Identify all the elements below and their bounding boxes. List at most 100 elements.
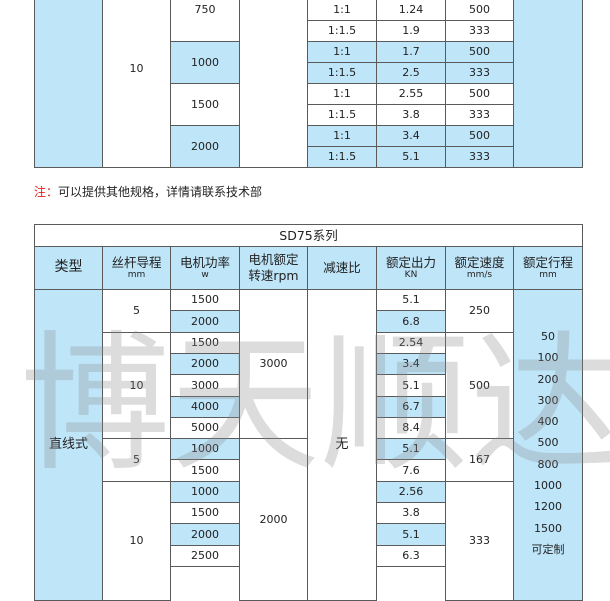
power-cell: 2000 <box>170 125 240 168</box>
speed-cell: 333 <box>445 20 514 42</box>
speed-cell: 500 <box>445 41 514 63</box>
power-cell: 3000 <box>170 374 240 397</box>
rpm-cell: 3000 <box>239 289 308 439</box>
ratio-cell: 1:1.5 <box>307 20 377 42</box>
speed-cell: 500 <box>445 332 514 439</box>
force-cell: 2.55 <box>376 83 446 105</box>
speed-cell: 500 <box>445 125 514 147</box>
header-unit: mm/s <box>466 270 493 281</box>
note-text: 可以提供其他规格，详情请联系技术部 <box>58 185 263 199</box>
speed-cell: 500 <box>445 0 514 21</box>
force-cell: 6.7 <box>376 396 446 418</box>
ratio-cell: 1:1 <box>307 41 377 63</box>
power-cell: 4000 <box>170 396 240 418</box>
power-cell: 1000 <box>170 438 240 460</box>
header-label: 丝杆导程 <box>111 254 162 270</box>
header-label: 额定出力 <box>385 254 436 270</box>
header-cell: 类型 <box>34 246 103 290</box>
power-cell: 1500 <box>170 289 240 311</box>
force-cell: 5.1 <box>376 289 446 311</box>
power-cell: 2000 <box>170 353 240 375</box>
stroke-value: 1000 <box>534 479 562 493</box>
power-cell: 1000 <box>170 41 240 84</box>
header-label: 电机额定 <box>248 252 299 268</box>
rpm-cell <box>239 0 308 168</box>
force-cell: 1.24 <box>376 0 446 21</box>
force-cell: 5.1 <box>376 146 446 168</box>
force-cell: 6.8 <box>376 310 446 333</box>
force-cell: 5.1 <box>376 438 446 460</box>
lead-cell: 5 <box>102 289 171 333</box>
ratio-cell: 无 <box>307 289 377 601</box>
header-cell: 额定出力 KN <box>376 246 446 290</box>
type-cell <box>34 0 103 168</box>
speed-cell: 333 <box>445 104 514 126</box>
header-label: 额定速度 <box>454 254 505 270</box>
force-cell: 7.6 <box>376 459 446 482</box>
rpm-cell: 2000 <box>239 438 308 601</box>
force-cell: 2.56 <box>376 481 446 503</box>
stroke-cell <box>513 0 583 168</box>
speed-cell: 333 <box>445 481 514 601</box>
force-cell: 3.4 <box>376 125 446 147</box>
force-cell: 3.8 <box>376 502 446 524</box>
stroke-value: 500 <box>537 436 559 450</box>
note: 注：可以提供其他规格，详情请联系技术部 <box>34 183 262 200</box>
power-cell: 1500 <box>170 502 240 524</box>
power-cell: 2000 <box>170 310 240 333</box>
power-cell: 2000 <box>170 523 240 546</box>
force-cell: 1.7 <box>376 41 446 63</box>
speed-cell: 250 <box>445 289 514 333</box>
stroke-value: 可定制 <box>531 542 565 556</box>
speed-cell: 500 <box>445 83 514 105</box>
stroke-cell: 50 100 200 300 400 500 800 1000 1200 1500 可定制 <box>513 289 583 601</box>
stroke-value: 400 <box>537 415 559 429</box>
header-cell: 电机功率 w <box>170 246 240 290</box>
header-unit: mm <box>539 270 557 281</box>
header-cell: 减速比 <box>307 246 377 290</box>
header-label: 电机功率 <box>179 254 230 270</box>
force-cell: 2.54 <box>376 332 446 354</box>
power-cell: 2500 <box>170 545 240 567</box>
force-cell: 5.1 <box>376 523 446 546</box>
stroke-value: 200 <box>537 372 559 386</box>
lead-cell: 10 <box>102 332 171 439</box>
header-cell: 额定速度 mm/s <box>445 246 514 290</box>
force-cell: 8.4 <box>376 417 446 439</box>
speed-cell: 333 <box>445 146 514 168</box>
header-cell: 电机额定 转速rpm <box>239 246 308 290</box>
power-cell: 1500 <box>170 83 240 126</box>
ratio-cell: 1:1.5 <box>307 104 377 126</box>
force-cell: 2.5 <box>376 62 446 84</box>
power-cell: 750 <box>170 0 240 42</box>
power-cell: 1500 <box>170 332 240 354</box>
force-cell: 6.3 <box>376 545 446 567</box>
power-cell: 1500 <box>170 459 240 482</box>
speed-cell: 333 <box>445 62 514 84</box>
header-cell: 额定行程 mm <box>513 246 583 290</box>
header-label: 额定行程 <box>522 254 573 270</box>
table-title: SD75系列 <box>34 224 583 247</box>
header-unit: w <box>201 270 209 281</box>
lead-cell: 5 <box>102 438 171 482</box>
force-cell: 1.9 <box>376 20 446 42</box>
ratio-cell: 1:1 <box>307 0 377 21</box>
power-cell: 1000 <box>170 481 240 503</box>
ratio-cell: 1:1.5 <box>307 62 377 84</box>
ratio-cell: 1:1 <box>307 83 377 105</box>
stroke-value: 1500 <box>534 521 562 535</box>
speed-cell: 167 <box>445 438 514 482</box>
header-unit: mm <box>127 270 146 281</box>
force-cell: 3.8 <box>376 104 446 126</box>
ratio-cell: 1:1.5 <box>307 146 377 168</box>
stroke-value: 300 <box>537 393 559 407</box>
header-unit: KN <box>404 270 418 281</box>
note-label: 注： <box>34 185 59 199</box>
power-cell: 5000 <box>170 417 240 439</box>
header-unit: 转速rpm <box>248 268 299 283</box>
stroke-value: 50 <box>541 330 555 343</box>
stroke-value: 800 <box>537 457 559 471</box>
stroke-value: 100 <box>537 351 559 365</box>
header-cell: 丝杆导程 mm <box>102 246 171 290</box>
force-cell: 3.4 <box>376 353 446 375</box>
